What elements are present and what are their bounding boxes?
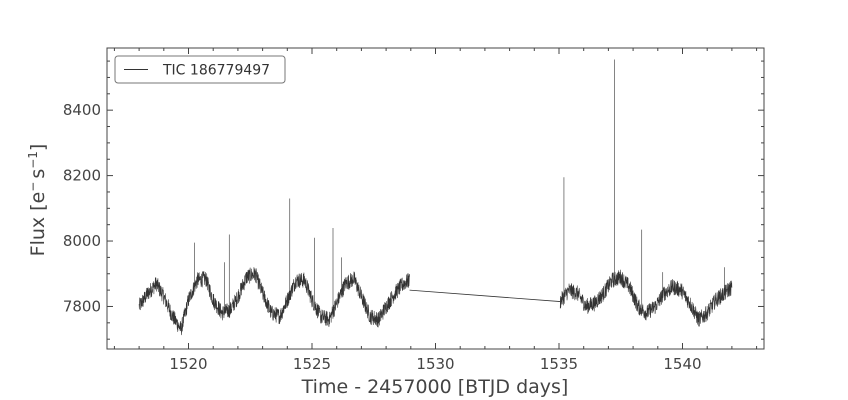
series-line-segment-second-orbit: [559, 59, 733, 327]
x-tick-label: 1540: [663, 355, 701, 373]
tick-labels: 1520 1525 1530 1535 1540 7800 8000 8200 8400: [63, 101, 702, 373]
y-axis-label-end: ]: [27, 144, 49, 151]
legend: TIC 186779497: [114, 55, 286, 84]
y-tick-label: 7800: [63, 297, 101, 315]
x-axis-label: Time - 2457000 [BTJD days]: [301, 376, 569, 398]
series-line-segment-first-orbit: [138, 198, 410, 336]
x-tick-label: 1535: [540, 355, 578, 373]
legend-box: [114, 55, 286, 84]
y-axis-label: Flux [e− s−1]: [26, 144, 49, 257]
y-tick-label: 8000: [63, 232, 101, 250]
x-tick-label: 1530: [416, 355, 454, 373]
axis-ticks: [107, 48, 764, 349]
plot-area-frame: [106, 47, 765, 350]
series-group: [138, 59, 733, 336]
y-axis-label-sup1: −: [26, 182, 40, 192]
series-gap-bridge: [409, 289, 561, 302]
x-tick-label: 1520: [169, 355, 207, 373]
y-axis-label-mid: s: [27, 169, 49, 179]
legend-entry-label: TIC 186779497: [162, 63, 270, 79]
x-tick-label: 1525: [293, 355, 331, 373]
y-tick-label: 8400: [63, 101, 101, 119]
y-tick-label: 8200: [63, 167, 101, 185]
y-axis-label-main: Flux [e: [27, 192, 49, 257]
y-axis-label-sup2: −1: [26, 151, 40, 169]
